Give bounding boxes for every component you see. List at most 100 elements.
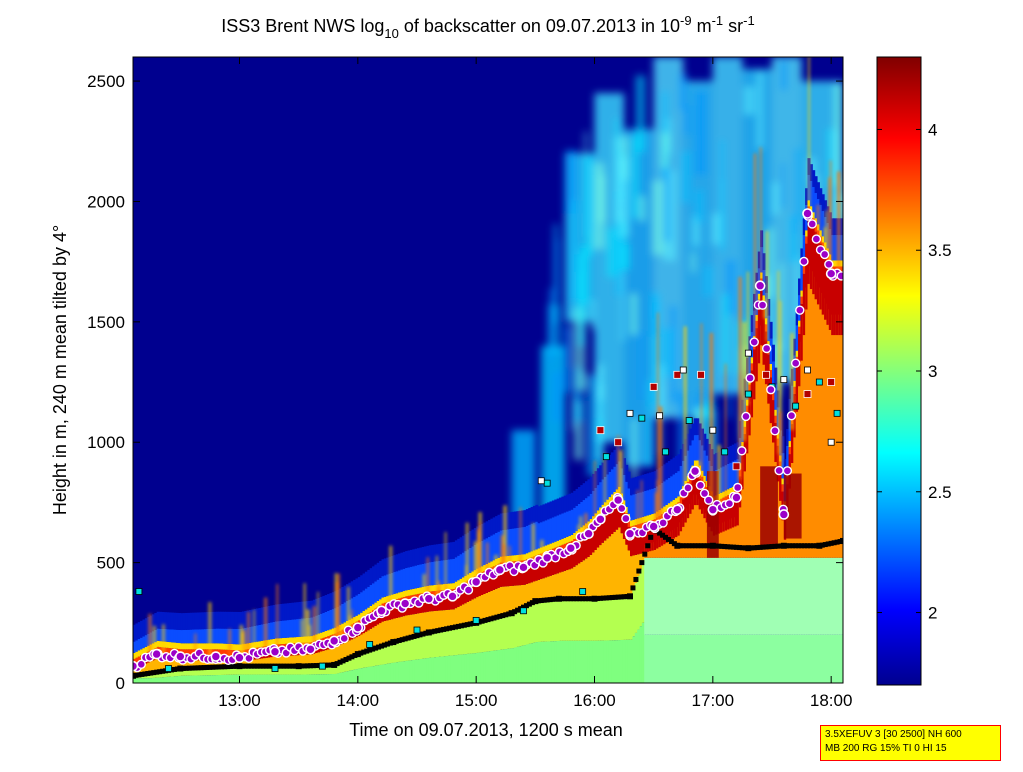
mixing-height-trace [284,663,290,669]
bl-band-11-2 [159,658,162,672]
mixing-height-trace [373,645,379,651]
bl-band-175-1 [547,599,551,642]
bl-band-165-1 [523,607,527,646]
bl-band-285-1 [807,557,811,635]
bl-band-144-0 [473,653,477,683]
bl-band-181-5 [561,538,565,545]
mixing-height-trace [600,595,606,601]
bl-band-215-3 [641,530,645,554]
cyan-marker-4 [366,641,374,648]
bl-band-86-1 [336,663,340,674]
bl-band-17-2 [173,659,177,670]
bl-band-273-3 [779,468,783,501]
bl-band-284-4 [805,236,809,244]
bl-band-264-1 [757,557,761,635]
bl-band-166-6 [525,525,529,554]
bl-band-78-6 [317,614,321,634]
mixing-height-trace [467,621,473,627]
spike-69 [389,545,393,609]
layer-top-marker-1 [151,648,162,660]
bl-band-234-6 [686,450,690,476]
bl-band-275-1 [783,557,787,635]
bl-band-84-7 [331,592,335,610]
bl-band-47-5 [244,643,248,650]
bl-band-104-0 [379,664,383,683]
bl-band-198-6 [601,479,605,505]
bl-band-191-7 [585,481,588,499]
mixing-height-trace [405,635,411,641]
bl-band-17-5 [173,642,177,649]
spike-50 [753,153,757,342]
bl-band-297-0 [835,634,839,683]
bl-band-103-1 [376,647,380,666]
bl-band-69-1 [296,666,300,675]
bl-band-215-5 [641,516,645,523]
chart-title: ISS3 Brent NWS log10 of backscatter on 0… [221,13,754,41]
bl-band-23-4 [187,649,191,657]
bl-band-161-3 [514,568,517,586]
bl-band-105-6 [381,576,385,598]
bl-band-24-5 [189,643,193,650]
bl-band-73-1 [305,665,309,675]
bl-band-152-7 [492,517,496,535]
bl-band-176-6 [549,518,553,544]
mixing-height-trace [757,544,763,550]
bl-band-212-2 [634,554,638,583]
bl-band-191-6 [585,498,588,524]
bl-band-75-7 [310,600,314,618]
bl-band-88-7 [341,587,345,604]
layer-top-marker-26 [731,492,742,503]
bl-band-21-6 [182,629,186,644]
bl-band-184-0 [568,640,572,683]
mixing-height-trace [645,543,651,549]
mixing-height-trace [763,544,769,550]
bl-band-226-5 [667,503,671,510]
bl-band-70-1 [298,666,302,675]
bl-band-136-3 [454,594,458,609]
bl-band-48-2 [246,660,250,667]
bl-band-9-7 [154,613,158,630]
bl-band-206-2 [620,533,624,597]
bl-band-261-1 [750,557,754,635]
bl-band-176-3 [549,556,553,576]
mixing-height-trace [216,664,222,670]
bl-band-31-4 [206,649,210,657]
bl-band-158-2 [506,586,510,615]
bl-band-174-7 [544,503,548,521]
bl-band-273-2 [779,490,783,558]
bl-band-197-0 [599,640,603,683]
bl-band-53-1 [258,666,262,675]
mixing-height-trace [435,628,441,634]
bl-band-204-2 [615,529,619,598]
bl-band-213-6 [637,493,641,519]
title-prefix-subscript: 10 [384,26,398,41]
bl-band-2-5 [137,650,141,657]
bl-band-213-3 [637,531,641,555]
bl-band-107-0 [386,663,390,683]
bl-band-109-5 [390,594,394,601]
bl-band-299-5 [840,260,843,267]
bl-band-124-1 [426,633,430,659]
bl-band-252-3 [729,501,733,529]
bl-band-296-5 [833,260,837,267]
bl-band-43-1 [234,666,238,675]
cloud-streak-57 [767,227,774,298]
mixing-height-trace [497,613,503,619]
bl-band-87-1 [338,662,342,673]
bl-band-298-2 [838,314,842,558]
bl-band-169-3 [532,563,536,582]
cloud-streak-58 [572,367,584,423]
spike-42 [503,505,507,570]
bl-band-139-6 [461,552,465,578]
bl-band-64-2 [284,655,288,667]
bl-band-51-6 [253,625,257,643]
bl-band-242-0 [705,634,709,683]
mixing-height-trace [550,596,556,602]
bl-band-186-7 [573,490,577,508]
mixing-height-trace [802,543,808,549]
bl-band-129-3 [438,597,442,611]
bl-band-41-5 [230,643,233,651]
bl-band-128-0 [435,656,439,683]
mixing-height-trace [754,545,760,551]
bl-band-24-2 [189,660,193,669]
